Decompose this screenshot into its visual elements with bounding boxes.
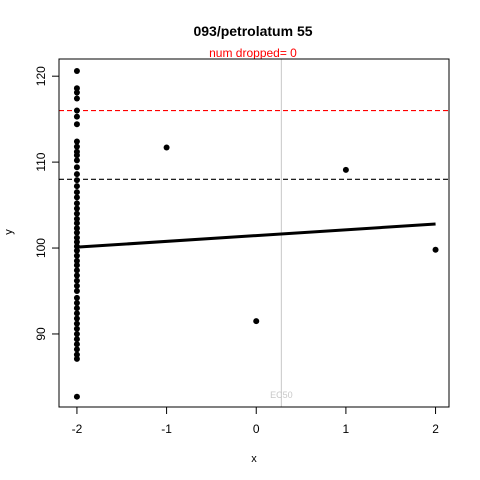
data-point — [73, 239, 80, 246]
data-point — [73, 143, 80, 150]
data-point — [73, 346, 80, 353]
data-point — [73, 205, 80, 212]
y-tick-label: 90 — [34, 327, 48, 341]
data-point — [73, 330, 80, 337]
data-point — [73, 229, 80, 236]
data-point — [73, 272, 80, 279]
data-point — [73, 355, 80, 362]
data-point — [73, 183, 80, 190]
data-point — [73, 294, 80, 301]
x-axis-label: x — [251, 453, 257, 465]
data-point — [73, 68, 80, 75]
y-tick-label: 120 — [34, 66, 48, 86]
y-axis-label: y — [3, 229, 15, 235]
data-point — [73, 157, 80, 164]
x-tick-label: -2 — [72, 422, 83, 436]
data-point — [73, 107, 80, 114]
data-point — [73, 171, 80, 178]
data-point — [73, 89, 80, 96]
y-tick-label: 100 — [34, 238, 48, 258]
data-point — [73, 113, 80, 120]
y-axis: 90 100 110 120 — [34, 66, 60, 341]
data-point — [73, 247, 80, 254]
data-point — [432, 246, 439, 253]
data-point — [73, 267, 80, 274]
data-point — [73, 220, 80, 227]
chart-title: 093/petrolatum 55 — [193, 23, 312, 39]
ec50-label: EC50 — [270, 390, 293, 400]
x-tick-label: -1 — [161, 422, 172, 436]
data-point — [73, 310, 80, 317]
data-point — [73, 152, 80, 159]
x-tick-label: 0 — [253, 422, 260, 436]
data-point — [73, 257, 80, 264]
data-point — [73, 138, 80, 145]
plot-border — [58, 58, 450, 408]
data-point — [73, 189, 80, 196]
data-point — [73, 234, 80, 241]
data-point — [73, 305, 80, 312]
data-point — [73, 194, 80, 201]
x-axis: -2 -1 0 1 2 — [72, 406, 439, 436]
data-point — [163, 144, 170, 151]
data-point — [73, 243, 80, 250]
y-tick-label: 110 — [34, 152, 48, 171]
data-point — [73, 351, 80, 358]
data-point — [342, 166, 349, 173]
data-point — [73, 121, 80, 128]
regression-line — [76, 222, 436, 249]
reference-lines — [59, 109, 449, 180]
data-point — [73, 320, 80, 327]
x-tick-label: 2 — [432, 422, 439, 436]
data-point — [73, 177, 80, 184]
data-point — [73, 277, 80, 284]
data-point — [73, 200, 80, 207]
data-points — [73, 68, 439, 400]
data-point — [73, 288, 80, 294]
data-point — [73, 262, 80, 269]
data-point — [73, 393, 80, 400]
x-tick-label: 1 — [343, 422, 350, 436]
data-point — [73, 336, 80, 343]
data-point — [73, 85, 80, 92]
data-point — [73, 252, 80, 259]
data-point — [73, 215, 80, 222]
data-point — [73, 341, 80, 348]
data-point — [73, 225, 80, 232]
data-point — [73, 210, 80, 217]
data-point — [73, 300, 80, 307]
data-point — [73, 315, 80, 322]
data-point — [73, 282, 80, 289]
data-point — [253, 318, 260, 325]
data-point — [73, 95, 80, 102]
chart-subtitle: num dropped= 0 — [209, 46, 297, 60]
data-point — [73, 325, 80, 332]
data-point — [73, 164, 80, 171]
